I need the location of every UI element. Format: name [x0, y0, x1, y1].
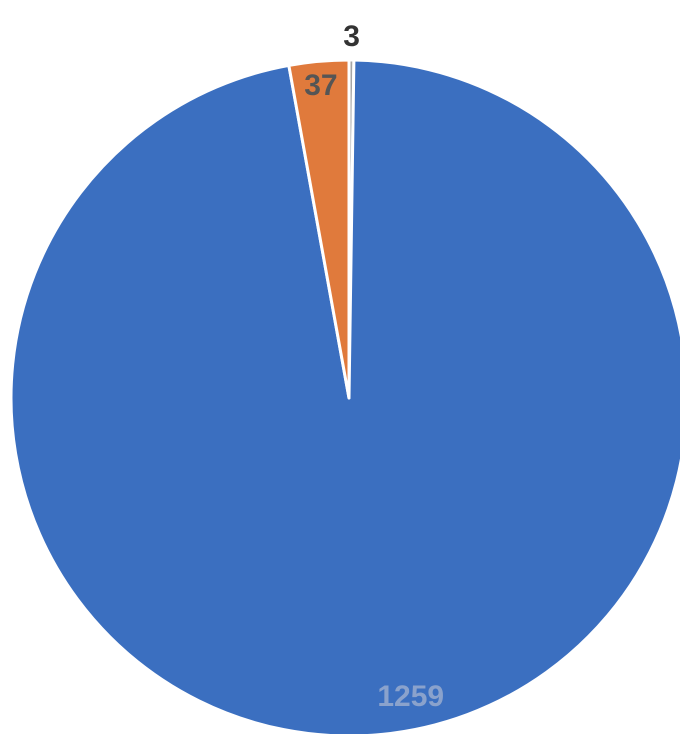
pie-slices — [9, 58, 680, 734]
pie-slice-37 — [287, 58, 351, 400]
data-label-1259: 1259 — [377, 680, 444, 713]
pie-slice-1259 — [9, 58, 680, 734]
data-label-3: 3 — [343, 20, 360, 53]
data-label-37: 37 — [304, 69, 337, 102]
pie-data-labels: 3 1259 37 — [304, 20, 444, 713]
